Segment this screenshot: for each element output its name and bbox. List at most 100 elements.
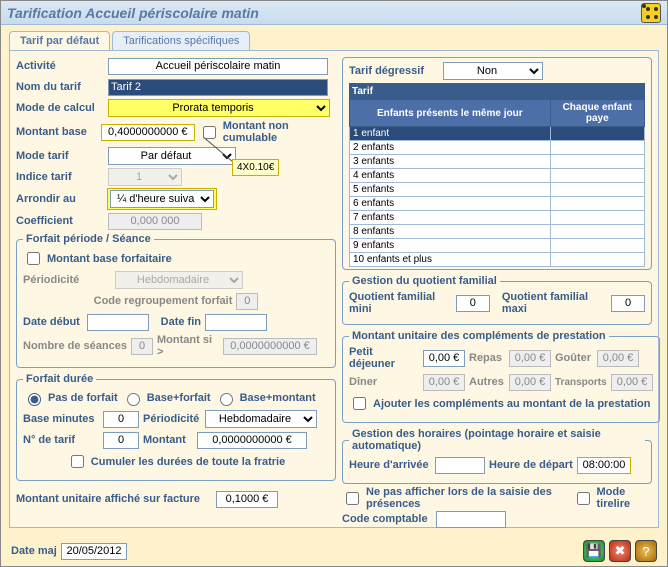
- ne-pas-afficher-check[interactable]: [346, 492, 359, 505]
- montant-base-label: Montant base: [16, 126, 97, 138]
- radio-base-montant-label: Base+montant: [240, 392, 316, 404]
- nom-tarif-label: Nom du tarif: [16, 81, 104, 93]
- activite-value: [108, 58, 328, 75]
- horaires-group: Gestion des horaires (pointage horaire e…: [342, 428, 652, 484]
- nb-seances-label: Nombre de séances: [23, 340, 127, 352]
- fd-periodicite-select[interactable]: Hebdomadaire: [205, 410, 317, 428]
- table-row[interactable]: 7 enfants: [350, 211, 645, 225]
- depart-label: Heure de départ: [489, 459, 573, 471]
- depart-input[interactable]: [577, 457, 631, 474]
- table-row[interactable]: 9 enfants: [350, 239, 645, 253]
- row-value: [550, 141, 644, 155]
- indice-select: 1: [108, 168, 182, 186]
- petit-input[interactable]: [423, 350, 465, 367]
- table-row[interactable]: 1 enfant: [350, 127, 645, 141]
- date-debut-label: Date début: [23, 316, 83, 328]
- grid-body: 1 enfant2 enfants3 enfants4 enfants5 enf…: [350, 127, 645, 267]
- base-forfaitaire-label: Montant base forfaitaire: [47, 253, 172, 265]
- base-min-label: Base minutes: [23, 413, 99, 425]
- repas-input: [509, 350, 551, 367]
- date-maj-input[interactable]: [61, 543, 127, 560]
- periodicite-select: Hebdomadaire: [115, 271, 243, 289]
- degressif-select[interactable]: Non: [443, 62, 543, 80]
- table-row[interactable]: 10 enfants et plus: [350, 253, 645, 267]
- complements-group: Montant unitaire des compléments de pres…: [342, 330, 660, 423]
- row-value: [550, 239, 644, 253]
- table-row[interactable]: 2 enfants: [350, 141, 645, 155]
- qf-maxi-input[interactable]: [611, 295, 645, 312]
- row-label: 1 enfant: [350, 127, 551, 141]
- ajouter-check[interactable]: [353, 397, 366, 410]
- grid-title: Tarif: [350, 84, 645, 100]
- gouter-label: Goûter: [555, 352, 593, 364]
- date-fin-label: Date fin: [153, 316, 201, 328]
- qf-mini-input[interactable]: [456, 295, 490, 312]
- forfait-duree-legend: Forfait durée: [23, 373, 96, 385]
- tab-specific[interactable]: Tarifications spécifiques: [112, 31, 250, 50]
- num-tarif-input[interactable]: [103, 432, 139, 449]
- mode-calcul-select[interactable]: Prorata temporis: [108, 99, 330, 117]
- row-label: 3 enfants: [350, 155, 551, 169]
- petit-label: Petit déjeuner: [349, 346, 419, 370]
- fd-periodicite-label: Périodicité: [143, 413, 201, 425]
- radio-pas-forfait[interactable]: [28, 393, 41, 406]
- forfait-periode-legend: Forfait période / Séance: [23, 233, 154, 245]
- degressif-group: Tarif dégressif Non Tarif Enfants présen…: [342, 57, 652, 270]
- qf-mini-label: Quotient familial mini: [349, 291, 452, 315]
- code-comptable-label: Code comptable: [342, 513, 432, 525]
- titlebar: Tarification Accueil périscolaire matin: [1, 1, 667, 25]
- table-row[interactable]: 5 enfants: [350, 183, 645, 197]
- cumuler-check[interactable]: [71, 455, 84, 468]
- row-value: [550, 225, 644, 239]
- table-row[interactable]: 6 enfants: [350, 197, 645, 211]
- cancel-button[interactable]: ✖: [609, 540, 631, 562]
- row-value: [550, 127, 644, 141]
- radio-base-montant[interactable]: [220, 393, 233, 406]
- coef-input: [108, 213, 202, 230]
- cumuler-label: Cumuler les durées de toute la fratrie: [91, 456, 285, 468]
- tab-default[interactable]: Tarif par défaut: [9, 31, 110, 50]
- table-row[interactable]: 8 enfants: [350, 225, 645, 239]
- nb-seances-input: [131, 338, 153, 355]
- num-tarif-label: N° de tarif: [23, 434, 99, 446]
- fd-montant-input[interactable]: [197, 432, 307, 449]
- code-comptable-input[interactable]: [436, 511, 506, 528]
- ajouter-label: Ajouter les compléments au montant de la…: [373, 398, 651, 410]
- radio-base-forfait[interactable]: [127, 393, 140, 406]
- arrivee-label: Heure d'arrivée: [349, 459, 431, 471]
- arrivee-input[interactable]: [435, 457, 485, 474]
- app-icon: [641, 3, 661, 23]
- base-min-input[interactable]: [103, 411, 139, 428]
- row-label: 6 enfants: [350, 197, 551, 211]
- row-label: 5 enfants: [350, 183, 551, 197]
- row-label: 7 enfants: [350, 211, 551, 225]
- help-button[interactable]: ?: [635, 540, 657, 562]
- date-fin-input[interactable]: [205, 314, 267, 331]
- base-forfaitaire-check[interactable]: [27, 252, 40, 265]
- grid-th1: Enfants présents le même jour: [350, 100, 551, 127]
- date-debut-input[interactable]: [87, 314, 149, 331]
- transports-label: Transports: [555, 377, 607, 388]
- nom-tarif-input[interactable]: [108, 79, 328, 96]
- montant-base-input[interactable]: [101, 124, 195, 141]
- save-button[interactable]: 💾: [583, 540, 605, 562]
- tirelire-check[interactable]: [577, 492, 590, 505]
- mode-calcul-label: Mode de calcul: [16, 102, 104, 114]
- quotient-group: Gestion du quotient familial Quotient fa…: [342, 275, 652, 325]
- transports-input: [611, 374, 653, 391]
- arrondir-select[interactable]: ¼ d'heure suivant: [110, 190, 214, 208]
- table-row[interactable]: 4 enfants: [350, 169, 645, 183]
- radio-pas-forfait-label: Pas de forfait: [48, 392, 118, 404]
- row-label: 4 enfants: [350, 169, 551, 183]
- row-label: 10 enfants et plus: [350, 253, 551, 267]
- table-row[interactable]: 3 enfants: [350, 155, 645, 169]
- non-cumulable-check[interactable]: [203, 126, 216, 139]
- row-value: [550, 211, 644, 225]
- window: Tarification Accueil périscolaire matin …: [0, 0, 668, 567]
- montant-facture-label: Montant unitaire affiché sur facture: [16, 493, 212, 505]
- montant-facture-input[interactable]: [216, 491, 278, 508]
- arrondir-label: Arrondir au: [16, 193, 104, 205]
- qf-maxi-label: Quotient familial maxi: [502, 291, 607, 315]
- row-value: [550, 197, 644, 211]
- gouter-input: [597, 350, 639, 367]
